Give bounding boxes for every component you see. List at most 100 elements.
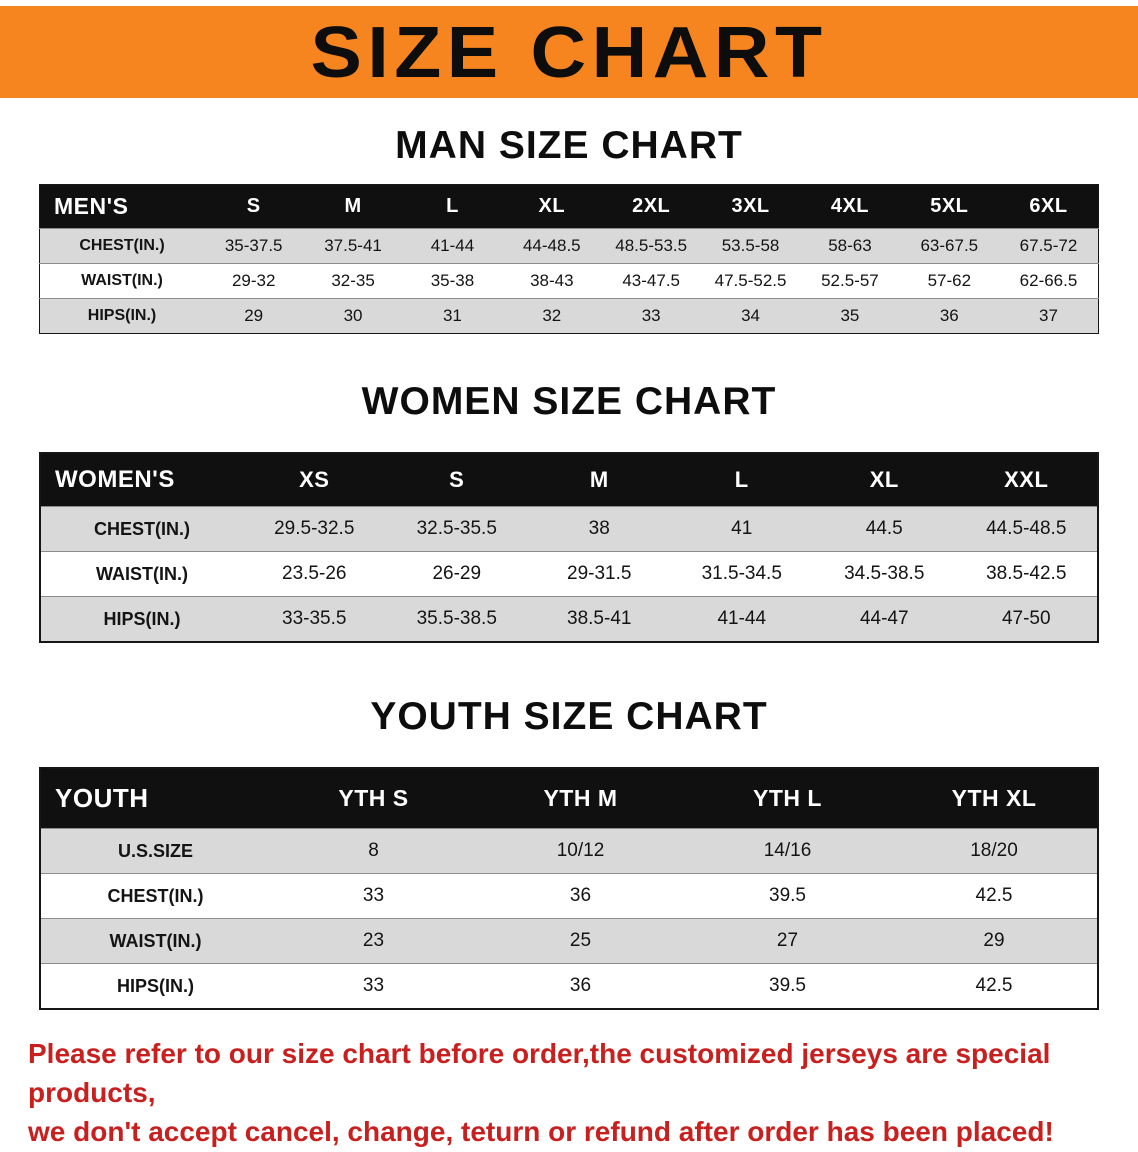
value-cell: 39.5 — [769, 975, 806, 996]
size-header-cell: 4XL — [800, 184, 900, 229]
table-row: WAIST(IN.) 23 25 27 29 — [40, 918, 1098, 964]
value-cell: 44.5-48.5 — [986, 518, 1067, 539]
value-cell: 47-50 — [1001, 608, 1051, 629]
disclaimer-line-1: Please refer to our size chart before or… — [28, 1038, 1051, 1109]
value-cell: 33-35.5 — [282, 608, 347, 629]
table-row: CHEST(IN.) 33 36 39.5 42.5 — [40, 873, 1098, 919]
table-row: HIPS(IN.) 33-35.5 35.5-38.5 38.5-41 41-44 44-… — [40, 596, 1098, 642]
value-cell: 41-44 — [717, 608, 767, 629]
value-cell: 8 — [368, 840, 379, 861]
disclaimer: Please refer to our size chart before or… — [28, 1034, 1110, 1152]
value-cell: 44-47 — [859, 608, 909, 629]
value-cell: 14/16 — [763, 840, 812, 861]
value-cell: 41-44 — [430, 236, 475, 255]
value-cell: 63-67.5 — [920, 236, 979, 255]
size-header-cell: 2XL — [601, 184, 701, 229]
value-cell: 29.5-32.5 — [274, 518, 355, 539]
size-header-cell: L — [670, 453, 813, 507]
table-header-row: YOUTH YTH S YTH M YTH L YTH XL — [40, 768, 1098, 829]
value-cell: 32.5-35.5 — [416, 518, 497, 539]
value-cell: 33 — [362, 975, 385, 996]
row-label-cell: WAIST(IN.) — [96, 563, 188, 584]
table-row: HIPS(IN.) 33 36 39.5 42.5 — [40, 963, 1098, 1009]
table-row: CHEST(IN.) 29.5-32.5 32.5-35.5 38 41 44.5 44.5… — [40, 506, 1098, 552]
value-cell: 18/20 — [970, 840, 1018, 861]
value-cell: 34.5-38.5 — [844, 563, 925, 584]
row-label-cell: WAIST(IN.) — [109, 930, 202, 951]
table-row: CHEST(IN.) 35-37.5 37.5-41 41-44 44-48.5 48.5… — [39, 228, 1099, 264]
row-label-cell: CHEST(IN.) — [94, 518, 190, 539]
size-header-cell: XL — [502, 184, 602, 229]
value-cell: 57-62 — [927, 271, 972, 290]
row-label-cell: HIPS(IN.) — [87, 307, 157, 324]
men-size-section: MAN SIZE CHART MEN'S S M L XL 2XL 3XL 4XL 5XL 6XL… — [0, 124, 1138, 334]
value-cell: 38-43 — [530, 271, 574, 290]
value-cell: 30 — [343, 306, 363, 325]
women-size-table: WOMEN'S XS S M L XL XXL CHEST(IN.) 29.5-32.5 32.5… — [39, 452, 1099, 643]
size-header-cell: S — [204, 184, 304, 229]
value-cell: 47.5-52.5 — [714, 271, 787, 290]
table-row: WAIST(IN.) 29-32 32-35 35-38 38-43 43-47.5 47.… — [39, 263, 1099, 299]
value-cell: 43-47.5 — [622, 271, 681, 290]
value-cell: 36 — [569, 885, 592, 906]
value-cell: 23.5-26 — [282, 563, 347, 584]
page-title: SIZE CHART — [310, 11, 828, 93]
value-cell: 39.5 — [769, 885, 806, 906]
size-header-cell: YTH M — [477, 768, 684, 829]
value-cell: 32 — [542, 306, 562, 325]
value-cell: 35.5-38.5 — [416, 608, 497, 629]
value-cell: 29 — [983, 930, 1005, 951]
value-cell: 36 — [939, 306, 959, 325]
table-row: HIPS(IN.) 29 30 31 32 33 34 35 36 37 — [39, 298, 1099, 334]
size-header-cell: 3XL — [700, 184, 801, 229]
value-cell: 42.5 — [975, 885, 1013, 906]
row-label-cell: HIPS(IN.) — [103, 608, 181, 629]
value-cell: 33 — [641, 306, 661, 325]
value-cell: 29-32 — [231, 271, 276, 290]
size-header-cell: 5XL — [899, 184, 999, 229]
size-header-cell: XL — [813, 453, 956, 507]
value-cell: 41 — [731, 518, 753, 539]
row-label-cell: U.S.SIZE — [117, 840, 193, 861]
value-cell: 25 — [569, 930, 592, 951]
value-cell: 10/12 — [556, 840, 605, 861]
size-header-cell: XXL — [955, 453, 1098, 507]
value-cell: 44.5 — [865, 518, 903, 539]
table-header-row: WOMEN'S XS S M L XL XXL — [40, 453, 1098, 507]
table-title-cell: YOUTH — [40, 768, 270, 829]
value-cell: 32-35 — [331, 271, 375, 290]
row-label-cell: CHEST(IN.) — [79, 237, 165, 254]
value-cell: 42.5 — [975, 975, 1013, 996]
men-size-table: MEN'S S M L XL 2XL 3XL 4XL 5XL 6XL CHEST(IN.) 35-37… — [39, 184, 1099, 334]
size-header-cell: YTH L — [684, 768, 891, 829]
size-header-cell: L — [402, 184, 503, 229]
youth-size-section: YOUTH SIZE CHART YOUTH YTH S YTH M YTH L YTH… — [0, 695, 1138, 1010]
value-cell: 23 — [362, 930, 385, 951]
youth-section-heading: YOUTH SIZE CHART — [370, 695, 768, 738]
size-header-cell: 6XL — [999, 184, 1099, 229]
table-header-row: MEN'S S M L XL 2XL 3XL 4XL 5XL 6XL — [39, 184, 1099, 229]
value-cell: 37.5-41 — [324, 236, 382, 255]
value-cell: 53.5-58 — [721, 236, 780, 255]
value-cell: 38.5-41 — [567, 608, 632, 629]
value-cell: 67.5-72 — [1019, 236, 1078, 255]
women-section-heading: WOMEN SIZE CHART — [361, 380, 777, 423]
value-cell: 37 — [1039, 306, 1058, 325]
size-header-cell: M — [528, 453, 671, 507]
value-cell: 29 — [244, 306, 264, 325]
value-cell: 44-48.5 — [522, 236, 581, 255]
banner: SIZE CHART — [0, 6, 1138, 98]
value-cell: 48.5-53.5 — [615, 236, 688, 255]
row-label-cell: CHEST(IN.) — [107, 885, 204, 906]
value-cell: 38 — [588, 518, 610, 539]
table-row: WAIST(IN.) 23.5-26 26-29 29-31.5 31.5-34.5 34… — [40, 551, 1098, 597]
value-cell: 34 — [741, 306, 761, 325]
size-header-cell: M — [303, 184, 403, 229]
row-label-cell: WAIST(IN.) — [81, 272, 163, 289]
value-cell: 38.5-42.5 — [986, 563, 1067, 584]
value-cell: 35 — [840, 306, 860, 325]
table-row: U.S.SIZE 8 10/12 14/16 18/20 — [40, 828, 1098, 874]
value-cell: 27 — [776, 930, 799, 951]
value-cell: 36 — [569, 975, 592, 996]
value-cell: 31 — [442, 306, 462, 325]
